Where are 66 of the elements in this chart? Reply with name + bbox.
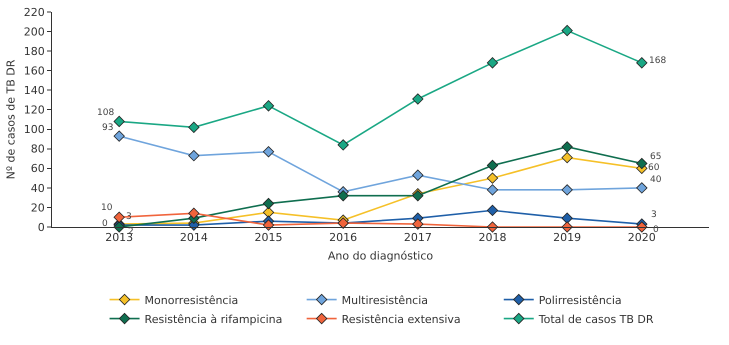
y-tick-label: 80	[30, 142, 45, 156]
y-tick-label: 200	[24, 25, 45, 38]
y-tick-label: 120	[24, 104, 45, 117]
point	[114, 212, 125, 223]
x-axis-title: Ano do diagnóstico	[328, 249, 434, 262]
point	[562, 152, 573, 164]
point	[486, 184, 498, 196]
y-tick-label: 160	[24, 64, 45, 78]
point	[188, 150, 200, 162]
point	[338, 190, 349, 202]
point	[562, 184, 573, 196]
point	[636, 182, 648, 194]
point	[562, 212, 573, 224]
data-label: 40	[650, 175, 662, 185]
point	[188, 122, 200, 133]
point	[412, 170, 424, 181]
legend-label: Resistência à rifampicina	[144, 312, 282, 326]
data-label: 93	[102, 123, 114, 133]
point	[412, 218, 424, 230]
data-label: 0	[653, 225, 659, 235]
x-tick-label: 2014	[180, 231, 208, 244]
x-tick-label: 2015	[254, 231, 283, 244]
y-tick-label: 60	[30, 162, 45, 176]
point	[188, 208, 200, 219]
x-tick-label: 2018	[478, 231, 506, 244]
y-axis-title: Nº de casos de TB DR	[4, 59, 18, 180]
y-tick-label: 40	[30, 182, 45, 195]
y-tick-label: 180	[24, 44, 45, 58]
x-tick-label: 2020	[628, 231, 656, 244]
point	[114, 116, 125, 128]
legend-label: Monorresistência	[144, 294, 238, 307]
point	[636, 57, 648, 68]
point	[562, 24, 573, 36]
legend-label: Resistência extensiva	[342, 312, 461, 326]
data-label: 0	[102, 219, 108, 229]
data-label: 65	[650, 152, 662, 162]
x-tick-label: 2017	[404, 231, 432, 244]
data-label: 60	[648, 163, 660, 173]
legend-label: Total de casos TB DR	[538, 312, 654, 326]
point	[486, 172, 498, 184]
point	[262, 198, 274, 210]
x-tick-label: 2016	[329, 231, 358, 244]
legend-label: Multiresistência	[342, 294, 428, 307]
y-tick-label: 0	[38, 220, 45, 234]
point	[262, 146, 274, 158]
y-tick-label: 100	[24, 123, 45, 136]
point	[114, 130, 125, 142]
point	[338, 139, 349, 151]
point	[486, 204, 498, 216]
point	[262, 100, 274, 112]
point	[412, 93, 424, 105]
point	[486, 57, 498, 68]
point	[486, 160, 498, 172]
y-tick-label: 140	[24, 84, 45, 98]
point	[262, 219, 274, 231]
data-label: 108	[97, 108, 114, 118]
data-label: 168	[649, 56, 666, 66]
x-tick-label: 2013	[105, 231, 134, 244]
point	[562, 141, 573, 152]
y-tick-label: 220	[24, 6, 45, 19]
x-tick-label: 2019	[553, 231, 582, 244]
point	[636, 158, 648, 170]
y-tick-label: 20	[30, 201, 45, 214]
legend-label: Polirresistência	[538, 294, 622, 307]
data-label: 3	[651, 210, 657, 220]
data-label: 10	[101, 203, 113, 213]
